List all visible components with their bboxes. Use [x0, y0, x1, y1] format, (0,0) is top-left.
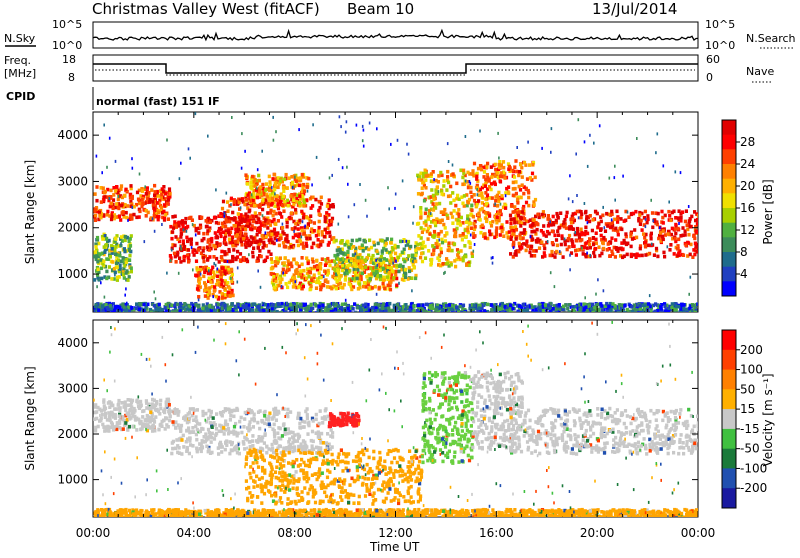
colorbar-tick-label: 28	[740, 135, 755, 149]
freq-unit: [MHz]	[4, 67, 36, 80]
colorbar-segment	[722, 429, 736, 449]
colorbar-segment	[722, 449, 736, 469]
colorbar-segment	[722, 468, 736, 488]
colorbar-segment	[722, 281, 736, 296]
colorbar-segment	[722, 330, 736, 350]
colorbar-segment	[722, 208, 736, 223]
colorbar-segment	[722, 488, 736, 508]
nsky-label: N.Sky	[4, 32, 36, 45]
nave-tick-bottom: 0	[706, 71, 713, 84]
station-title: Christmas Valley West (fitACF)	[92, 0, 320, 18]
time-axis-title: Time UT	[369, 540, 420, 554]
colorbar-tick-label: 200	[740, 343, 763, 357]
freq-label: Freq.	[4, 54, 31, 67]
nsearch-tick-bottom: 10^0	[705, 39, 735, 52]
velocity-panel: 1000 2000 3000 4000 Slant Range [km]	[23, 320, 701, 521]
x-tick-label: 20:00	[580, 526, 615, 540]
y-tick-label: 4000	[57, 128, 88, 142]
x-tick-label: 12:00	[378, 526, 413, 540]
nsky-tick-bottom: 10^0	[52, 39, 82, 52]
beam-label: Beam 10	[347, 0, 414, 18]
colorbar-segment	[722, 120, 736, 135]
x-tick-label: 16:00	[479, 526, 514, 540]
y-tick-label: 3000	[57, 174, 88, 188]
colorbar-tick-label: 100	[740, 363, 763, 377]
colorbar-tick-label: 50	[740, 382, 755, 396]
colorbar-title: Power [dB]	[761, 179, 775, 244]
colorbar-segment	[722, 193, 736, 208]
colorbar-segment	[722, 149, 736, 164]
nave-tick-top: 60	[706, 53, 720, 66]
colorbar-segment	[722, 135, 736, 150]
colorbar-tick-label: 15	[740, 402, 755, 416]
colorbar-segment	[722, 252, 736, 267]
colorbar-segment	[722, 370, 736, 390]
y-tick-label: 1000	[57, 267, 88, 281]
colorbar-tick-label: -200	[740, 481, 767, 495]
colorbar-title: Velocity [m s⁻¹]	[761, 373, 775, 466]
nsky-tick-top: 10^5	[52, 18, 82, 31]
colorbar-segment	[722, 223, 736, 238]
colorbar-segment	[722, 389, 736, 409]
colorbar-tick-label: 4	[740, 267, 748, 281]
cpid-text: normal (fast) 151 IF	[96, 95, 220, 108]
vel-region-7	[328, 412, 361, 429]
colorbar-tick-label: -50	[740, 442, 760, 456]
y-tick-label: 1000	[57, 473, 88, 487]
colorbar-segment	[722, 164, 736, 179]
cpid-row: CPID normal (fast) 151 IF	[6, 87, 220, 110]
colorbar-tick-label: 8	[740, 245, 748, 259]
nsky-trace	[93, 30, 698, 40]
vel-region-6	[93, 508, 701, 521]
nave-label: Nave	[746, 65, 774, 78]
colorbar-tick-label: 16	[740, 201, 755, 215]
y-tick-label: 4000	[57, 336, 88, 350]
colorbar-segment	[722, 179, 736, 194]
y-axis-label: Slant Range [km]	[23, 160, 37, 264]
colorbar-segment	[722, 267, 736, 282]
x-tick-label: 00:00	[76, 526, 111, 540]
colorbar-segment	[722, 409, 736, 429]
y-tick-label: 2000	[57, 427, 88, 441]
cpid-label: CPID	[6, 90, 35, 103]
colorbar-tick-label: 24	[740, 157, 755, 171]
power-panel: 1000 2000 3000 4000 Slant Range [km]	[23, 112, 701, 316]
y-tick-label: 3000	[57, 381, 88, 395]
colorbar-segment	[722, 350, 736, 370]
colorbar-tick-label: -15	[740, 422, 760, 436]
colorbar-segment	[722, 237, 736, 252]
colorbar-tick-label: 12	[740, 223, 755, 237]
y-tick-label: 2000	[57, 221, 88, 235]
x-tick-label: 00:00	[681, 526, 716, 540]
freq-tick-bottom: 8	[68, 71, 75, 84]
x-tick-label: 04:00	[177, 526, 212, 540]
power-colorbar: 4 8 12 16 20 24 28 Power [dB]	[722, 120, 775, 297]
time-axis: 00:00 04:00 08:00 12:00 16:00 20:00 00:00	[76, 526, 716, 540]
colorbar-tick-label: 20	[740, 179, 755, 193]
nsearch-label: N.Search	[746, 32, 796, 45]
freq-trace	[93, 64, 698, 73]
nsky-strip: N.Sky 10^5 10^0 10^5 10^0 N.Search	[4, 18, 796, 52]
nsearch-tick-top: 10^5	[705, 18, 735, 31]
date-label: 13/Jul/2014	[592, 0, 677, 18]
freq-strip: Freq. [MHz] 18 8 60 0 Nave	[4, 53, 774, 84]
freq-tick-top: 18	[62, 53, 76, 66]
x-tick-label: 08:00	[277, 526, 312, 540]
y-axis-label: Slant Range [km]	[23, 366, 37, 470]
